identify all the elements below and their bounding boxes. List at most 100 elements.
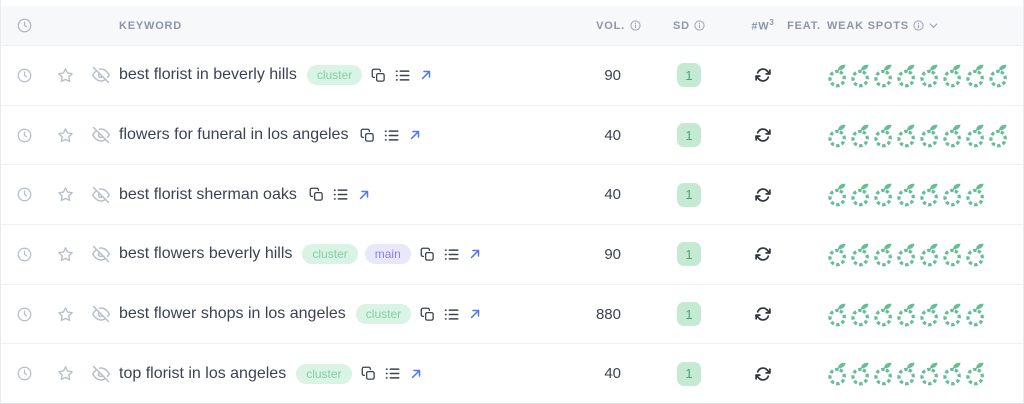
keyword-text[interactable]: best flowers beverly hills	[119, 245, 293, 263]
weak-spot-fruit-icon[interactable]	[896, 301, 917, 327]
star-icon[interactable]	[57, 67, 74, 84]
copy-icon[interactable]	[420, 307, 435, 322]
weak-spot-fruit-icon[interactable]	[827, 361, 848, 387]
weak-spot-fruit-icon[interactable]	[850, 241, 871, 267]
column-header-feat[interactable]: FEAT.	[787, 20, 820, 32]
eye-off-icon[interactable]	[92, 186, 110, 204]
eye-off-icon[interactable]	[92, 245, 110, 263]
copy-icon[interactable]	[360, 128, 375, 143]
external-link-icon[interactable]	[357, 188, 371, 202]
weak-spot-fruit-icon[interactable]	[873, 361, 894, 387]
weak-spot-fruit-icon[interactable]	[919, 361, 940, 387]
copy-icon[interactable]	[420, 247, 435, 262]
clock-icon[interactable]	[17, 187, 32, 202]
weak-spot-fruit-icon[interactable]	[965, 62, 986, 88]
weak-spot-fruit-icon[interactable]	[965, 301, 986, 327]
keyword-text[interactable]: top florist in los angeles	[119, 364, 287, 382]
weak-spot-fruit-icon[interactable]	[942, 62, 963, 88]
weak-spot-fruit-icon[interactable]	[827, 182, 848, 208]
external-link-icon[interactable]	[468, 307, 482, 321]
external-link-icon[interactable]	[419, 68, 433, 82]
weak-spot-fruit-icon[interactable]	[965, 361, 986, 387]
vol-info-icon[interactable]	[630, 20, 641, 31]
column-header-weak-spots[interactable]: WEAK SPOTS	[819, 20, 1023, 32]
weak-spot-fruit-icon[interactable]	[827, 241, 848, 267]
weak-spot-fruit-icon[interactable]	[850, 182, 871, 208]
keyword-text[interactable]: best florist in beverly hills	[119, 66, 297, 84]
weak-spot-fruit-icon[interactable]	[827, 62, 848, 88]
column-header-sd[interactable]: SD	[641, 20, 737, 32]
copy-icon[interactable]	[309, 187, 324, 202]
weak-spot-fruit-icon[interactable]	[873, 241, 894, 267]
weak-spot-fruit-icon[interactable]	[850, 301, 871, 327]
weak-spot-fruit-icon[interactable]	[942, 182, 963, 208]
eye-off-icon[interactable]	[92, 66, 110, 84]
weak-spots-chevron-down-icon[interactable]	[928, 20, 939, 31]
weak-spot-fruit-icon[interactable]	[873, 122, 894, 148]
eye-off-icon[interactable]	[92, 126, 110, 144]
weak-spot-fruit-icon[interactable]	[896, 182, 917, 208]
clock-icon[interactable]	[17, 247, 32, 262]
weak-spot-fruit-icon[interactable]	[942, 301, 963, 327]
list-icon[interactable]	[395, 68, 410, 83]
star-icon[interactable]	[57, 306, 74, 323]
refresh-icon[interactable]	[755, 67, 771, 83]
column-header-keyword[interactable]: KEYWORD	[119, 20, 551, 32]
external-link-icon[interactable]	[468, 247, 482, 261]
weak-spot-fruit-icon[interactable]	[873, 182, 894, 208]
refresh-icon[interactable]	[755, 306, 771, 322]
eye-off-icon[interactable]	[92, 365, 110, 383]
weak-spot-fruit-icon[interactable]	[896, 361, 917, 387]
weak-spot-fruit-icon[interactable]	[896, 122, 917, 148]
weak-spot-fruit-icon[interactable]	[850, 361, 871, 387]
weak-spot-fruit-icon[interactable]	[827, 301, 848, 327]
clock-icon[interactable]	[17, 128, 32, 143]
weak-spot-fruit-icon[interactable]	[988, 122, 1009, 148]
weak-spot-fruit-icon[interactable]	[919, 182, 940, 208]
keyword-text[interactable]: best flower shops in los angeles	[119, 305, 346, 323]
weak-spot-fruit-icon[interactable]	[873, 62, 894, 88]
keyword-text[interactable]: best florist sherman oaks	[119, 185, 297, 203]
weak-spot-fruit-icon[interactable]	[896, 241, 917, 267]
weak-spot-fruit-icon[interactable]	[850, 122, 871, 148]
weak-spot-fruit-icon[interactable]	[827, 122, 848, 148]
clock-icon[interactable]	[17, 366, 32, 381]
refresh-icon[interactable]	[755, 127, 771, 143]
list-icon[interactable]	[444, 307, 459, 322]
weak-spot-fruit-icon[interactable]	[988, 62, 1009, 88]
star-icon[interactable]	[57, 365, 74, 382]
header-clock-icon[interactable]	[17, 18, 32, 33]
refresh-icon[interactable]	[755, 366, 771, 382]
list-icon[interactable]	[384, 128, 400, 143]
list-icon[interactable]	[385, 366, 400, 381]
column-header-w3[interactable]: #W3	[737, 18, 789, 33]
sd-info-icon[interactable]	[694, 20, 705, 31]
list-icon[interactable]	[333, 187, 348, 202]
refresh-icon[interactable]	[755, 246, 771, 262]
clock-icon[interactable]	[17, 68, 32, 83]
keyword-text[interactable]: flowers for funeral in los angeles	[119, 126, 349, 143]
list-icon[interactable]	[444, 247, 459, 262]
weak-spot-fruit-icon[interactable]	[919, 241, 940, 267]
weak-spot-fruit-icon[interactable]	[919, 301, 940, 327]
external-link-icon[interactable]	[408, 128, 422, 142]
weak-spot-fruit-icon[interactable]	[873, 301, 894, 327]
weak-spot-fruit-icon[interactable]	[919, 62, 940, 88]
eye-off-icon[interactable]	[92, 305, 110, 323]
weak-spot-fruit-icon[interactable]	[965, 241, 986, 267]
weak-spots-info-icon[interactable]	[913, 20, 924, 31]
star-icon[interactable]	[57, 186, 74, 203]
weak-spot-fruit-icon[interactable]	[965, 182, 986, 208]
weak-spot-fruit-icon[interactable]	[919, 122, 940, 148]
weak-spot-fruit-icon[interactable]	[896, 62, 917, 88]
star-icon[interactable]	[57, 246, 74, 263]
copy-icon[interactable]	[361, 366, 376, 381]
weak-spot-fruit-icon[interactable]	[942, 241, 963, 267]
weak-spot-fruit-icon[interactable]	[850, 62, 871, 88]
star-icon[interactable]	[57, 127, 74, 144]
weak-spot-fruit-icon[interactable]	[942, 122, 963, 148]
weak-spot-fruit-icon[interactable]	[942, 361, 963, 387]
external-link-icon[interactable]	[409, 367, 423, 381]
refresh-icon[interactable]	[755, 187, 771, 203]
column-header-vol[interactable]: VOL.	[551, 20, 641, 32]
